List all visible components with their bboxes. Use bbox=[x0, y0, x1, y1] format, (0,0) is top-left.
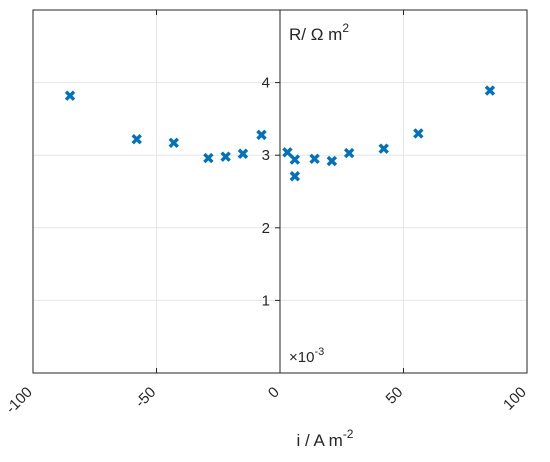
x-tick-label: 100 bbox=[500, 384, 530, 414]
data-point-marker bbox=[309, 153, 320, 165]
data-point-marker bbox=[220, 151, 231, 162]
x-axis-label-superscript: -2 bbox=[343, 427, 354, 441]
data-point-marker bbox=[343, 147, 355, 159]
data-point-marker bbox=[168, 137, 179, 149]
x-tick-label: -50 bbox=[132, 384, 159, 411]
data-point-marker bbox=[289, 171, 301, 182]
y-tick-label: 4 bbox=[262, 75, 270, 92]
data-point-marker bbox=[378, 143, 389, 154]
x-tick-label: 0 bbox=[265, 384, 283, 402]
x-tick-label: 50 bbox=[383, 384, 407, 408]
data-point-marker bbox=[256, 129, 267, 141]
data-point-marker bbox=[131, 134, 142, 145]
y-tick-label: 2 bbox=[262, 220, 270, 237]
x-axis-label: i / A m-2 bbox=[297, 427, 354, 450]
data-point-marker bbox=[289, 154, 301, 165]
y-tick-label: 3 bbox=[262, 147, 270, 164]
data-points bbox=[64, 85, 496, 182]
data-point-marker bbox=[282, 147, 293, 158]
y-multiplier-label: ×10-3 bbox=[289, 346, 324, 366]
y-axis-label-superscript: 2 bbox=[342, 21, 349, 35]
data-point-marker bbox=[203, 152, 214, 164]
y-multiplier-superscript: -3 bbox=[314, 346, 324, 358]
x-tick-label: -100 bbox=[3, 384, 36, 417]
data-point-marker bbox=[64, 90, 76, 101]
tick-labels: -100 -50 0 50 100 1 2 3 4 bbox=[3, 75, 530, 417]
data-point-marker bbox=[484, 85, 496, 96]
axes bbox=[32, 10, 528, 373]
data-point-marker bbox=[237, 148, 249, 159]
y-axis-label: R/ Ω m2 bbox=[289, 21, 349, 44]
data-point-marker bbox=[326, 155, 338, 167]
y-tick-label: 1 bbox=[262, 292, 270, 309]
data-point-marker bbox=[413, 128, 424, 139]
